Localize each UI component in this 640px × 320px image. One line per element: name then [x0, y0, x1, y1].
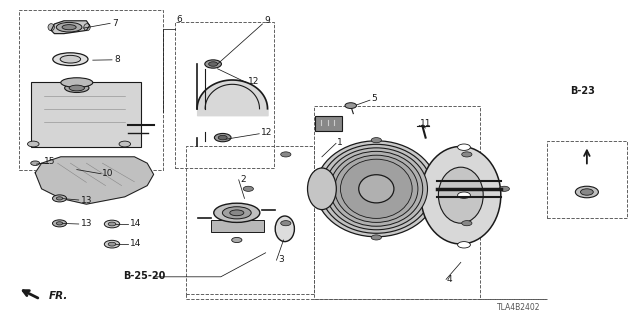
Circle shape: [580, 189, 593, 195]
Circle shape: [104, 240, 120, 248]
Ellipse shape: [84, 24, 90, 31]
Text: 4: 4: [447, 275, 452, 284]
Ellipse shape: [421, 147, 500, 244]
Text: 12: 12: [261, 128, 273, 137]
Ellipse shape: [62, 25, 76, 30]
Text: 3: 3: [278, 255, 284, 264]
Circle shape: [345, 103, 356, 108]
Circle shape: [458, 192, 470, 198]
Ellipse shape: [60, 55, 81, 63]
Ellipse shape: [330, 151, 423, 226]
Bar: [211, 220, 264, 232]
Ellipse shape: [438, 167, 483, 223]
Circle shape: [31, 161, 40, 165]
Ellipse shape: [69, 85, 84, 91]
Ellipse shape: [325, 148, 428, 230]
Circle shape: [56, 222, 63, 225]
Circle shape: [281, 152, 291, 157]
Bar: [547, 141, 627, 218]
Ellipse shape: [28, 141, 39, 147]
Text: 7: 7: [113, 19, 118, 28]
Text: 11: 11: [420, 119, 431, 128]
Circle shape: [205, 60, 221, 68]
Ellipse shape: [53, 53, 88, 66]
Ellipse shape: [61, 78, 93, 87]
Text: 8: 8: [114, 55, 120, 64]
Polygon shape: [35, 157, 154, 204]
Ellipse shape: [321, 144, 433, 233]
Text: 15: 15: [44, 157, 55, 166]
Bar: [175, 22, 274, 168]
Text: 10: 10: [102, 169, 114, 178]
Circle shape: [52, 220, 67, 227]
Circle shape: [281, 220, 291, 226]
Ellipse shape: [48, 24, 54, 31]
Polygon shape: [51, 21, 90, 34]
Ellipse shape: [358, 175, 394, 203]
Circle shape: [218, 135, 227, 140]
Text: 13: 13: [81, 196, 92, 204]
Bar: [314, 106, 480, 299]
Text: 5: 5: [371, 94, 377, 103]
Text: B-25-20: B-25-20: [123, 271, 165, 281]
Bar: [315, 116, 342, 131]
Circle shape: [461, 220, 472, 226]
Circle shape: [243, 186, 253, 191]
Circle shape: [458, 144, 470, 150]
Ellipse shape: [119, 141, 131, 147]
Ellipse shape: [214, 203, 260, 222]
Circle shape: [371, 235, 381, 240]
Text: FR.: FR.: [49, 291, 68, 301]
Text: B-23: B-23: [570, 86, 595, 96]
Circle shape: [108, 242, 116, 246]
Ellipse shape: [56, 22, 82, 32]
Circle shape: [56, 197, 63, 200]
Text: 12: 12: [248, 77, 260, 86]
Circle shape: [214, 133, 231, 142]
Circle shape: [52, 195, 67, 202]
Ellipse shape: [65, 84, 89, 92]
Circle shape: [209, 62, 218, 66]
Text: 13: 13: [81, 220, 92, 228]
Ellipse shape: [223, 207, 252, 219]
Ellipse shape: [230, 210, 244, 216]
Ellipse shape: [316, 141, 437, 237]
Circle shape: [499, 186, 509, 191]
Bar: [31, 82, 141, 147]
Ellipse shape: [275, 216, 294, 242]
Text: 14: 14: [130, 239, 141, 248]
Circle shape: [371, 138, 381, 143]
Bar: [186, 146, 314, 294]
Circle shape: [461, 152, 472, 157]
Bar: [19, 10, 163, 170]
Text: 2: 2: [241, 175, 246, 184]
Ellipse shape: [308, 168, 337, 210]
Ellipse shape: [340, 159, 412, 218]
Circle shape: [232, 237, 242, 243]
Text: TLA4B2402: TLA4B2402: [497, 303, 540, 312]
Ellipse shape: [335, 155, 418, 222]
Text: 1: 1: [337, 138, 343, 147]
Text: 9: 9: [264, 16, 270, 25]
Text: 14: 14: [130, 220, 141, 228]
Circle shape: [575, 186, 598, 198]
Text: 6: 6: [177, 15, 182, 24]
Circle shape: [458, 242, 470, 248]
Circle shape: [108, 222, 116, 226]
Circle shape: [104, 220, 120, 228]
